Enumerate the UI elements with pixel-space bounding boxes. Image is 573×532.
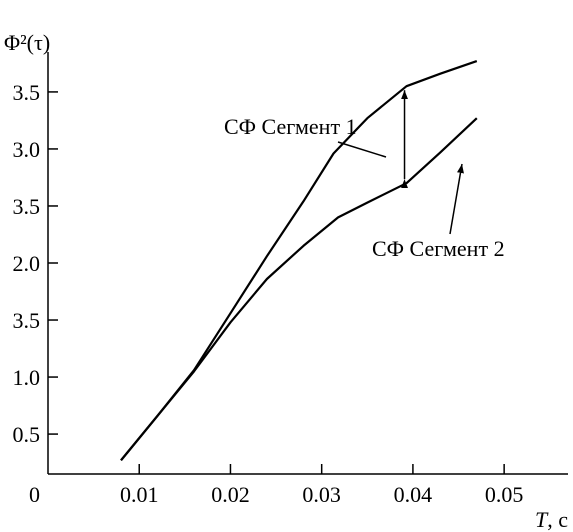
y-tick-label: 0.5 <box>13 422 41 447</box>
y-tick-label: 3.5 <box>13 308 41 333</box>
y-tick-label: 2.0 <box>13 251 41 276</box>
annotation-segment-1-pointer <box>337 141 387 158</box>
x-axis-label: T, с <box>535 507 568 532</box>
y-tick-label: 3.0 <box>13 137 41 162</box>
y-tick-label: 1.0 <box>13 365 41 390</box>
y-axis-label: Φ²(τ) <box>4 30 50 55</box>
y-ticks: 0.5 1.0 3.5 2.0 3.5 3.0 3.5 <box>13 80 58 447</box>
series-line-segment-2 <box>120 117 478 461</box>
y-tick-label: 3.5 <box>13 194 41 219</box>
x-ticks: 0.01 0.02 0.03 0.04 0.05 <box>120 464 523 507</box>
x-tick-label: 0.04 <box>394 482 433 507</box>
x-tick-label: 0.05 <box>485 482 524 507</box>
y-tick-label: 3.5 <box>13 80 41 105</box>
x-tick-label: 0.01 <box>120 482 159 507</box>
annotation-segment-1-label: СФ Сегмент 1 <box>224 114 357 139</box>
x-tick-label: 0.02 <box>211 482 250 507</box>
annotation-segment-2-pointer <box>449 163 464 235</box>
x-tick-label: 0.03 <box>302 482 341 507</box>
annotation-segment-2-label: СФ Сегмент 2 <box>372 236 505 261</box>
origin-label: 0 <box>29 482 40 507</box>
